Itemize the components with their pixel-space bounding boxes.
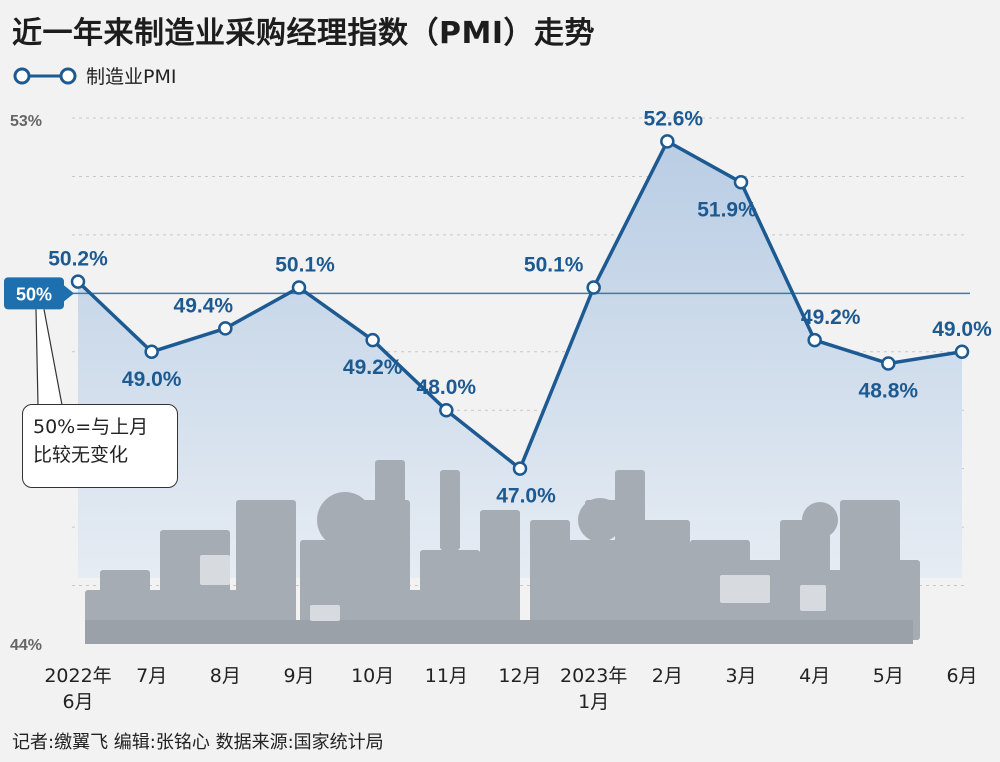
reference-badge-pointer bbox=[64, 285, 74, 302]
x-tick-label: 9月 bbox=[283, 665, 314, 687]
machine-base bbox=[85, 620, 913, 644]
x-tick-label: 6月 bbox=[946, 665, 977, 687]
machine-block bbox=[100, 570, 150, 600]
machine-panel bbox=[720, 575, 770, 603]
data-label: 48.8% bbox=[859, 379, 919, 402]
x-tick-label: 3月 bbox=[725, 665, 756, 687]
x-tick-label: 4月 bbox=[799, 665, 830, 687]
data-label: 49.0% bbox=[122, 368, 182, 391]
data-point bbox=[365, 332, 380, 348]
machine-panel bbox=[200, 555, 230, 585]
data-point bbox=[660, 134, 675, 149]
x-tick-label: 11月 bbox=[425, 665, 468, 687]
x-tick-label: 12月 bbox=[498, 665, 541, 687]
data-point bbox=[291, 280, 307, 295]
data-label: 49.2% bbox=[343, 356, 403, 379]
data-point bbox=[218, 321, 233, 336]
x-tick-label: 5月 bbox=[873, 665, 904, 687]
data-label: 49.0% bbox=[932, 318, 992, 341]
x-tick-label: 10月 bbox=[351, 665, 394, 687]
legend-label: 制造业PMI bbox=[86, 66, 177, 88]
callout-line-2: 比较无变化 bbox=[33, 444, 129, 466]
chart-title: 近一年来制造业采购经理指数（PMI）走势 bbox=[12, 16, 596, 51]
machine-block bbox=[375, 460, 405, 505]
credits-footer: 记者:缴翼飞 编辑:张铭心 数据来源:国家统计局 bbox=[12, 732, 384, 753]
legend-line-marker-icon bbox=[13, 67, 77, 84]
data-label: 50.1% bbox=[275, 253, 335, 276]
reference-badge-label: 50% bbox=[16, 284, 52, 304]
data-label: 51.9% bbox=[697, 198, 757, 221]
reference-annotation-callout: 50%=与上月 比较无变化 bbox=[22, 404, 178, 488]
factory-machinery-illustration bbox=[85, 460, 920, 644]
x-tick-label: 7月 bbox=[136, 665, 167, 687]
legend: 制造业PMI bbox=[12, 62, 176, 89]
x-tick-label: 2023年 bbox=[560, 665, 627, 687]
machine-wheel bbox=[578, 498, 622, 542]
machine-block bbox=[640, 520, 690, 640]
data-point bbox=[733, 175, 749, 190]
machine-block bbox=[560, 540, 630, 640]
data-label: 47.0% bbox=[496, 485, 556, 508]
callout-connector bbox=[35, 309, 63, 406]
machine-wheel bbox=[802, 502, 838, 538]
data-point bbox=[144, 344, 159, 360]
area-fill bbox=[78, 141, 962, 578]
machine-panel bbox=[310, 605, 340, 621]
machine-wheel bbox=[317, 492, 373, 548]
data-point bbox=[586, 280, 601, 295]
machine-panel bbox=[800, 585, 826, 611]
machine-block bbox=[255, 520, 295, 560]
data-label: 48.0% bbox=[417, 376, 477, 399]
y-tick-label: 44% bbox=[10, 637, 42, 654]
machine-block bbox=[440, 470, 460, 550]
data-label: 52.6% bbox=[644, 107, 704, 130]
x-tick-label: 2022年 bbox=[44, 665, 111, 687]
data-point bbox=[954, 344, 970, 360]
reference-badge bbox=[4, 277, 64, 310]
machine-wheel bbox=[686, 561, 714, 589]
data-label: 50.2% bbox=[48, 248, 108, 271]
x-tick-label: 6月 bbox=[62, 691, 93, 713]
data-point bbox=[439, 402, 454, 418]
data-point bbox=[807, 332, 822, 348]
data-label: 49.4% bbox=[174, 294, 234, 317]
data-point bbox=[512, 461, 528, 476]
x-tick-label: 2月 bbox=[652, 665, 683, 687]
callout-line-1: 50%=与上月 bbox=[33, 416, 149, 438]
x-tick-label: 1月 bbox=[578, 691, 609, 713]
data-point bbox=[70, 274, 86, 289]
x-tick-label: 8月 bbox=[210, 665, 241, 687]
y-tick-label: 53% bbox=[10, 113, 42, 130]
data-point bbox=[881, 356, 896, 371]
data-label: 49.2% bbox=[801, 306, 861, 329]
data-label: 50.1% bbox=[524, 253, 584, 276]
